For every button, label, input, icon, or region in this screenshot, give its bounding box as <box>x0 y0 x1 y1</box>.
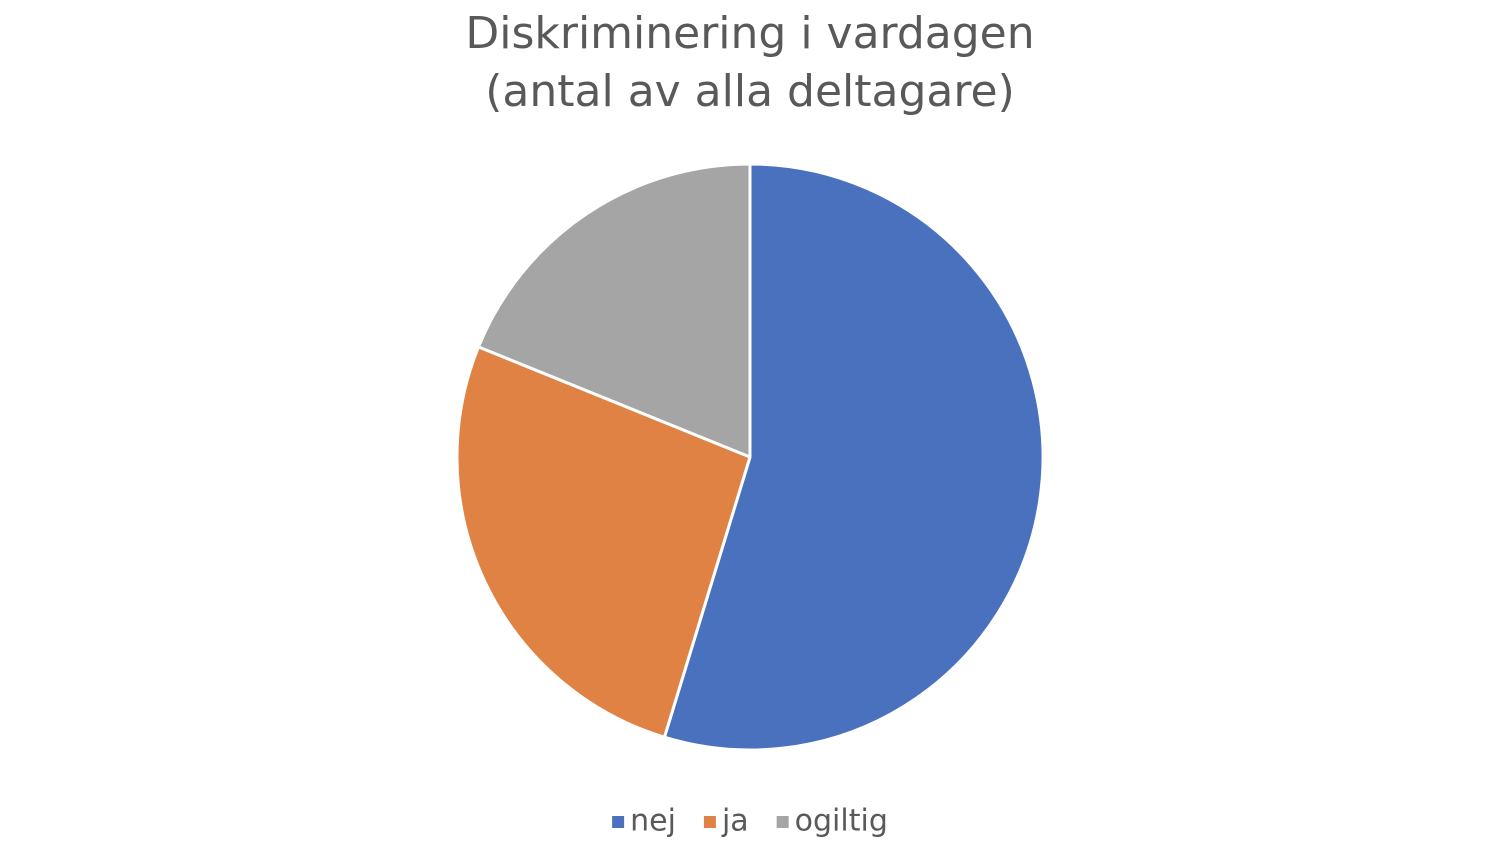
pie-slice <box>455 345 752 739</box>
legend-swatch <box>703 816 716 828</box>
legend-label: ogiltig <box>795 804 888 839</box>
legend: nej ja ogiltig <box>612 804 888 839</box>
legend-swatch <box>612 816 625 828</box>
pie-slice <box>476 162 752 459</box>
legend-swatch <box>776 816 789 828</box>
pie-slice <box>662 162 1045 752</box>
chart-title: Diskriminering i vardagen <box>465 8 1034 59</box>
chart-subtitle: (antal av alla deltagare) <box>485 66 1014 117</box>
legend-label: ja <box>721 804 749 839</box>
legend-label: nej <box>630 804 676 839</box>
